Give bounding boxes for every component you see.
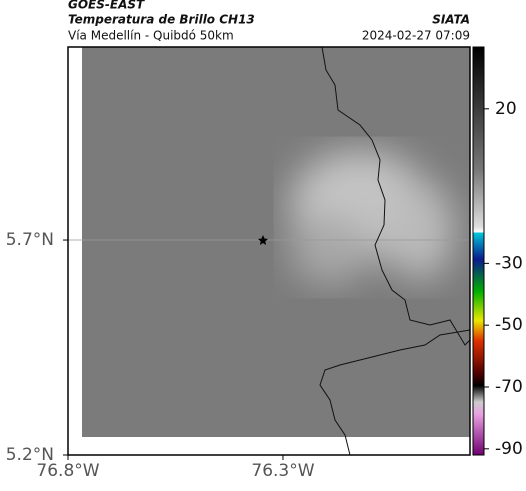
subtitle: Temperatura de Brillo CH13 [68, 13, 255, 27]
colorbar-tick-label: -30 [495, 253, 523, 273]
border [321, 47, 470, 346]
region: Vía Medellín - Quibdó 50km [68, 29, 234, 43]
x-tick-label: 76.3°W [251, 461, 314, 481]
cloud [290, 150, 455, 285]
y-tick-label: 5.7°N [6, 230, 54, 250]
colorbar-tick-label: -50 [495, 315, 523, 335]
source: SIATA [432, 13, 470, 27]
x-tick-label: 76.8°W [36, 461, 99, 481]
map-area [68, 47, 470, 455]
location-marker [258, 235, 268, 245]
colorbar-tick-label: 20 [495, 99, 517, 119]
colorbar-tick-label: -90 [495, 439, 523, 459]
border [319, 329, 470, 455]
title: GOES-EAST [68, 0, 145, 12]
timestamp: 2024-02-27 07:09 [362, 29, 470, 43]
colorbar [472, 46, 485, 456]
y-tick-label: 5.2°N [6, 445, 54, 465]
colorbar-tick-label: -70 [495, 377, 523, 397]
map-frame [67, 46, 471, 456]
